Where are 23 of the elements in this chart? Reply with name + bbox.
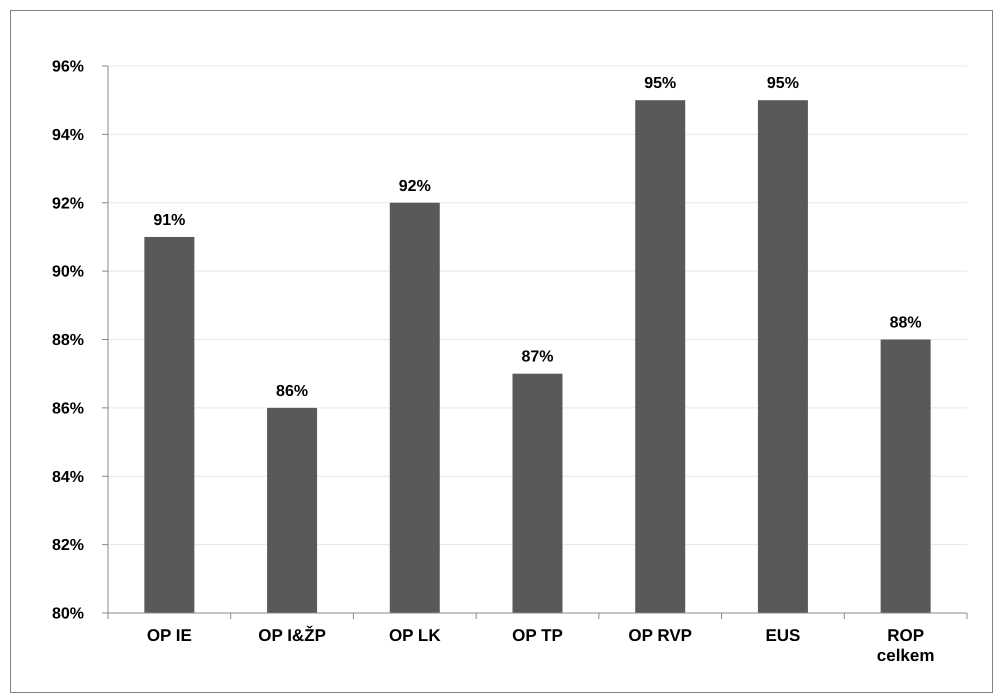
data-label: 86% [276, 382, 308, 400]
x-tick-label: OP TP [512, 626, 563, 645]
data-label: 92% [398, 178, 431, 195]
y-tick-label: 92% [52, 195, 84, 212]
y-tick-label: 82% [52, 537, 84, 554]
y-tick-label: 80% [52, 606, 84, 623]
y-tick-label: 84% [52, 468, 84, 486]
data-label: 88% [890, 314, 922, 332]
x-tick-label: OP RVP [628, 626, 692, 645]
y-tick-label: 86% [52, 400, 84, 418]
y-tick-label: 96% [52, 58, 84, 76]
x-tick-label: ROP celkem [876, 626, 934, 665]
data-label: 95% [644, 75, 676, 92]
data-label: 95% [766, 75, 799, 92]
x-tick-label: OP LK [388, 626, 442, 645]
x-tick-label: OP I&ŽP [258, 625, 326, 645]
data-label: 87% [521, 348, 554, 366]
x-tick-label: OP IE [146, 626, 192, 645]
data-label: 91% [153, 212, 186, 229]
x-tick-label: EUS [765, 626, 800, 645]
y-tick-label: 94% [52, 126, 84, 144]
y-tick-label: 90% [52, 264, 84, 281]
y-tick-label: 88% [52, 332, 84, 350]
